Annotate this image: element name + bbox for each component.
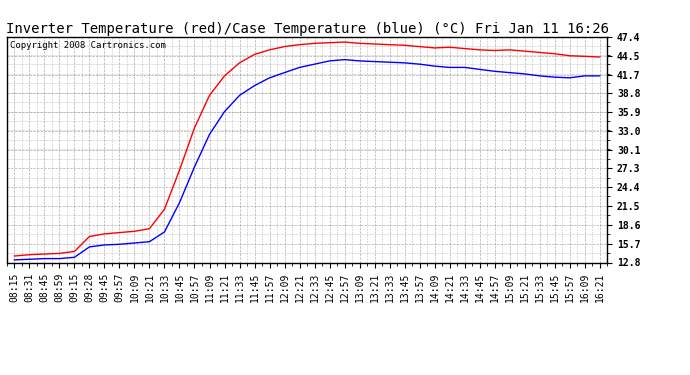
Title: Inverter Temperature (red)/Case Temperature (blue) (°C) Fri Jan 11 16:26: Inverter Temperature (red)/Case Temperat…	[6, 22, 609, 36]
Text: Copyright 2008 Cartronics.com: Copyright 2008 Cartronics.com	[10, 41, 166, 50]
